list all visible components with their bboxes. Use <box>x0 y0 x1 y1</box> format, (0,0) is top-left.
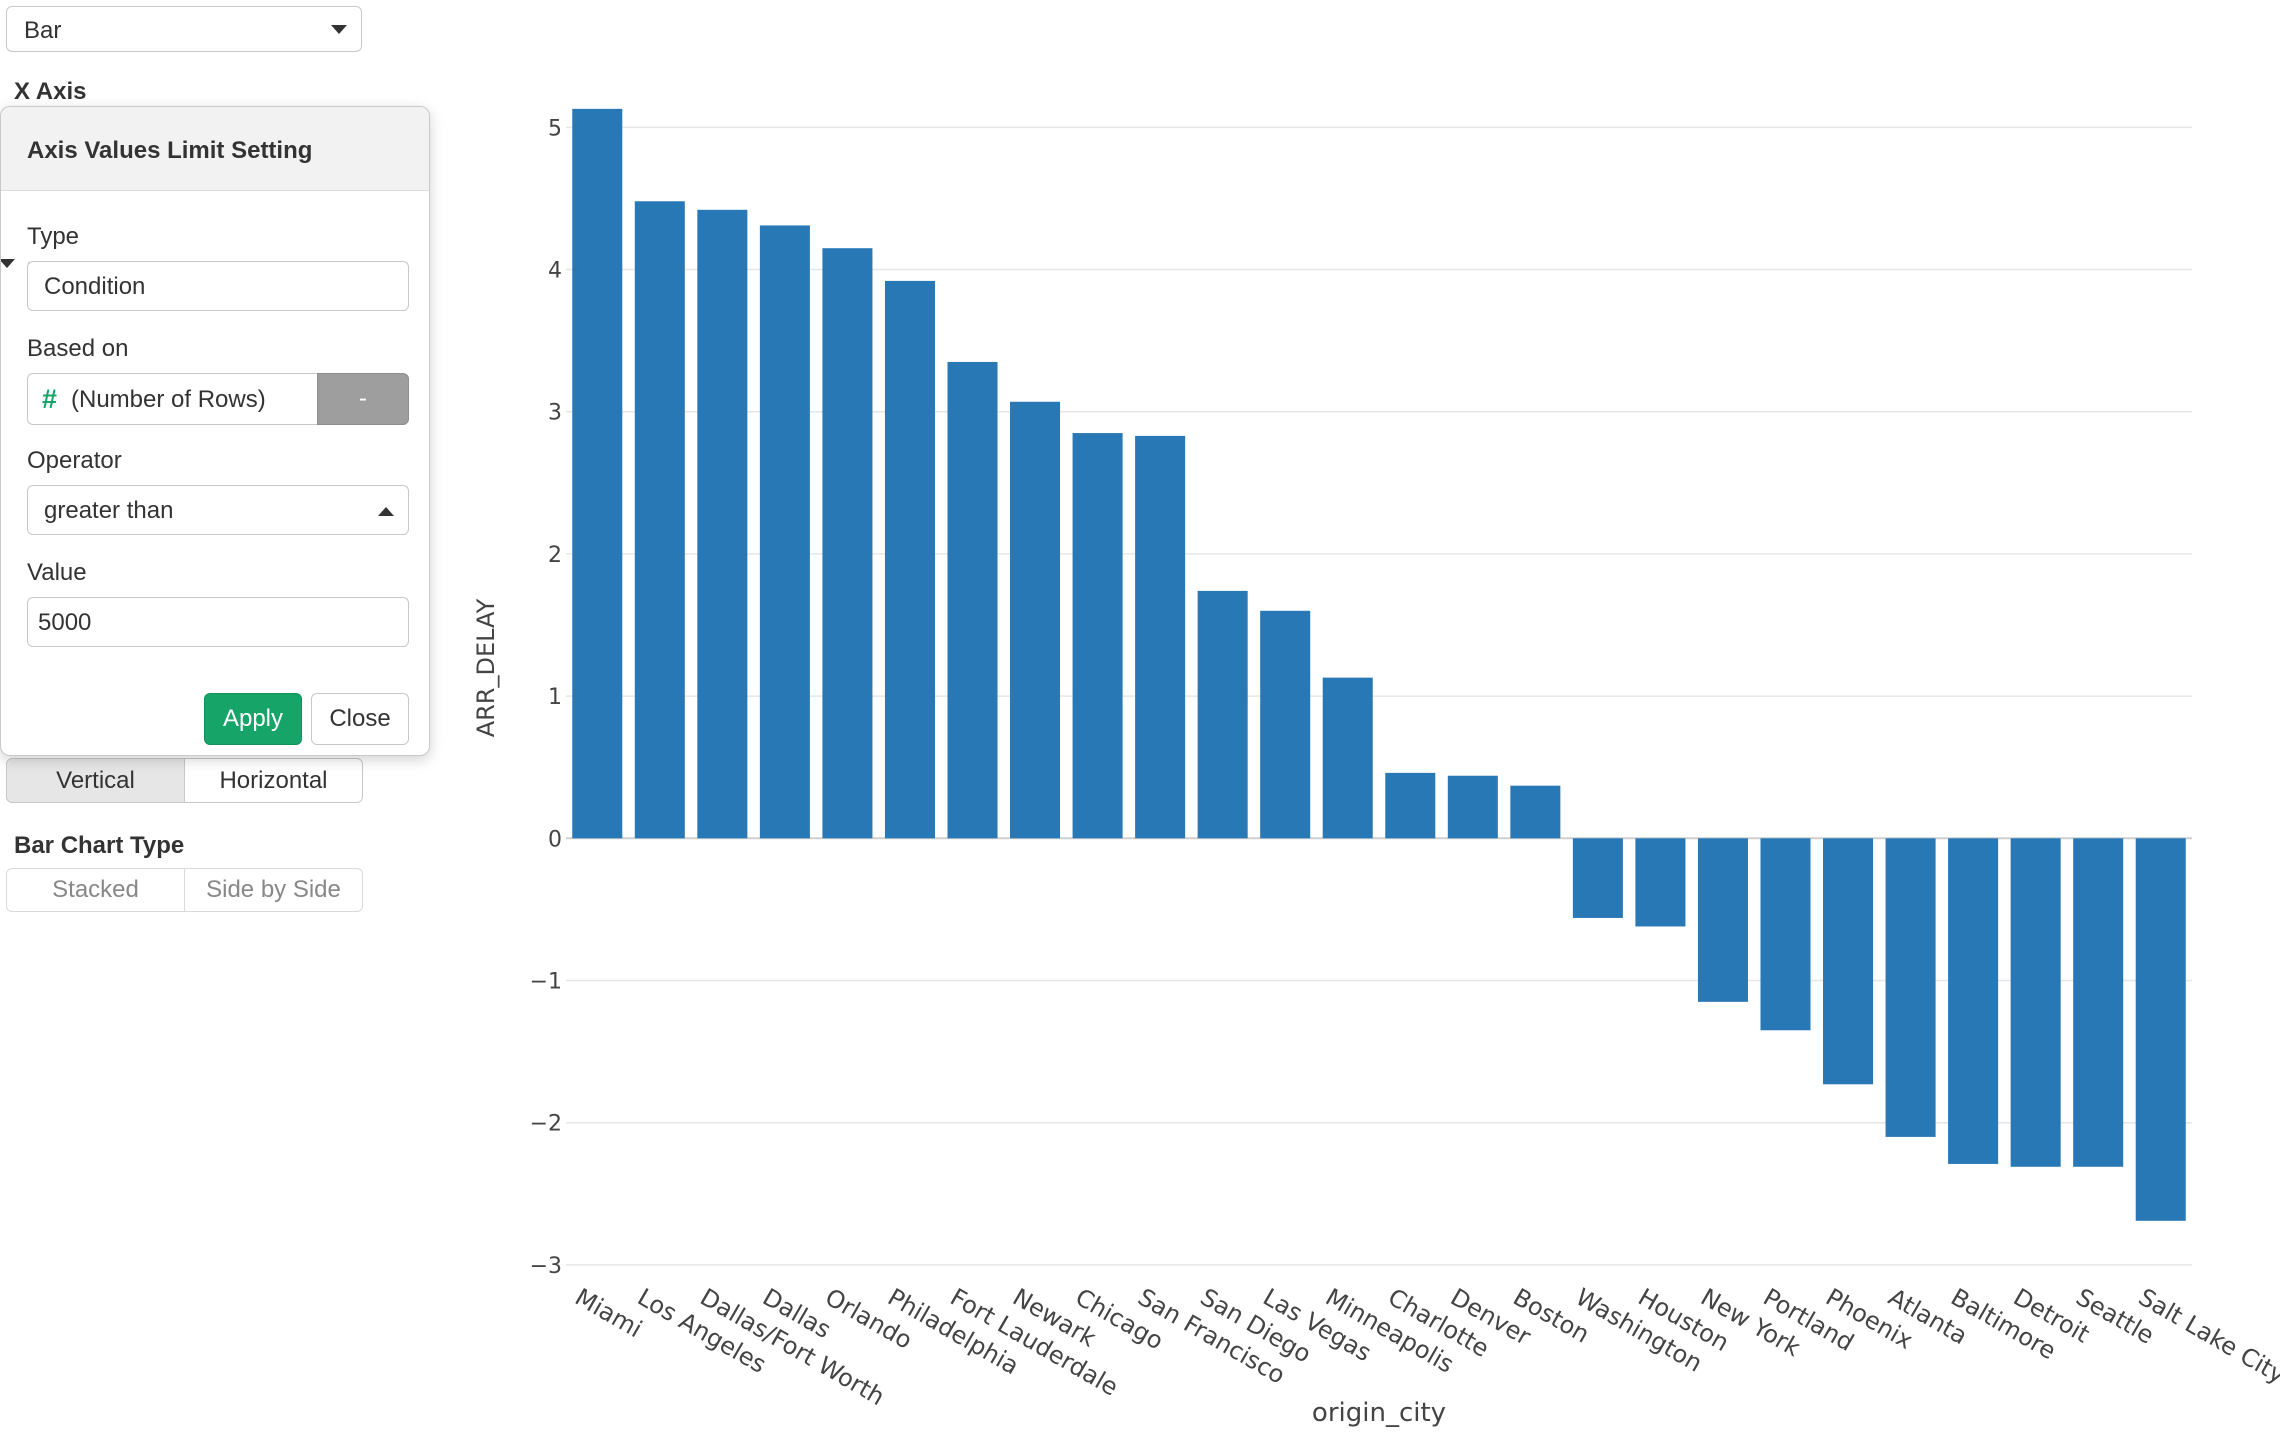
chevron-down-icon <box>331 25 347 34</box>
chevron-down-icon <box>1 259 15 268</box>
y-tick-label: −2 <box>530 1112 562 1137</box>
value-label: Value <box>27 559 87 586</box>
x-tick-label: Salt Lake City <box>2134 1283 2280 1389</box>
x-tick-label: Miami <box>570 1283 646 1343</box>
type-value: Condition <box>44 273 146 300</box>
apply-button[interactable]: Apply <box>204 693 302 745</box>
y-tick-label: 2 <box>548 543 562 568</box>
stacked-button[interactable]: Stacked <box>6 868 185 912</box>
axis-values-limit-popover: Axis Values Limit Setting Type Condition… <box>0 106 430 756</box>
bar[interactable] <box>1760 838 1811 1031</box>
bars <box>572 108 2186 1221</box>
type-label: Type <box>27 223 80 250</box>
y-tick-label: 5 <box>548 116 562 141</box>
chart-type-select[interactable]: Bar <box>6 6 362 52</box>
y-tick-label: −3 <box>530 1254 562 1279</box>
bar[interactable] <box>634 201 685 839</box>
bar-chart-type-label: Bar Chart Type <box>14 832 185 859</box>
close-button[interactable]: Close <box>311 693 409 745</box>
based-on-value: (Number of Rows) <box>71 386 266 413</box>
bar[interactable] <box>759 225 810 839</box>
value-input-text: 5000 <box>38 609 92 636</box>
x-axis-label: X Axis <box>14 78 87 105</box>
y-tick-label: 4 <box>548 259 562 284</box>
value-input[interactable]: 5000 <box>27 597 409 647</box>
side-by-side-button[interactable]: Side by Side <box>184 868 363 912</box>
vertical-button[interactable]: Vertical <box>6 758 185 803</box>
y-axis-title: ARR_DELAY <box>472 598 500 737</box>
bar[interactable] <box>1072 433 1123 839</box>
bar[interactable] <box>1948 838 1999 1164</box>
number-hash-icon: # <box>42 384 58 414</box>
horizontal-button[interactable]: Horizontal <box>184 758 363 803</box>
operator-label: Operator <box>27 447 122 474</box>
bar[interactable] <box>1135 435 1186 839</box>
based-on-select[interactable]: # (Number of Rows) <box>27 373 317 425</box>
type-select[interactable]: Condition <box>1 259 409 311</box>
based-on-field: # (Number of Rows) - <box>27 373 409 425</box>
bar[interactable] <box>1572 838 1623 918</box>
bar-chart-type-toggle: Stacked Side by Side <box>6 868 363 912</box>
bar[interactable] <box>822 248 873 839</box>
bar[interactable] <box>1885 838 1936 1137</box>
bar[interactable] <box>1635 838 1686 927</box>
bar[interactable] <box>1385 772 1436 839</box>
based-on-label: Based on <box>27 335 129 362</box>
bar[interactable] <box>1510 785 1561 839</box>
y-tick-label: 3 <box>548 401 562 426</box>
bar[interactable] <box>884 280 935 839</box>
y-tick-label: 1 <box>548 685 562 710</box>
chart-type-value: Bar <box>24 17 62 44</box>
bar[interactable] <box>947 361 998 839</box>
bar[interactable] <box>1260 610 1311 839</box>
orientation-toggle: Vertical Horizontal <box>6 758 363 803</box>
operator-select[interactable]: greater than <box>27 485 409 535</box>
y-tick-label: 0 <box>548 827 562 852</box>
based-on-remove-button[interactable]: - <box>317 373 409 425</box>
bar[interactable] <box>1697 838 1748 1002</box>
x-axis-title: origin_city <box>1312 1398 1446 1428</box>
bar[interactable] <box>1322 677 1373 839</box>
bar[interactable] <box>2010 838 2061 1167</box>
bar[interactable] <box>1447 775 1498 839</box>
bar[interactable] <box>1010 401 1061 839</box>
bar[interactable] <box>572 108 623 839</box>
operator-value: greater than <box>44 497 174 524</box>
bar[interactable] <box>1823 838 1874 1085</box>
y-tick-label: −1 <box>530 970 562 995</box>
bar[interactable] <box>2073 838 2124 1167</box>
bar[interactable] <box>2135 838 2186 1221</box>
popover-title: Axis Values Limit Setting <box>1 107 429 191</box>
bar[interactable] <box>697 209 748 839</box>
y-tick-labels: 5 4 3 2 1 0 −1 −2 −3 <box>530 116 562 1279</box>
chevron-up-icon <box>378 507 394 516</box>
bar[interactable] <box>1197 590 1248 839</box>
